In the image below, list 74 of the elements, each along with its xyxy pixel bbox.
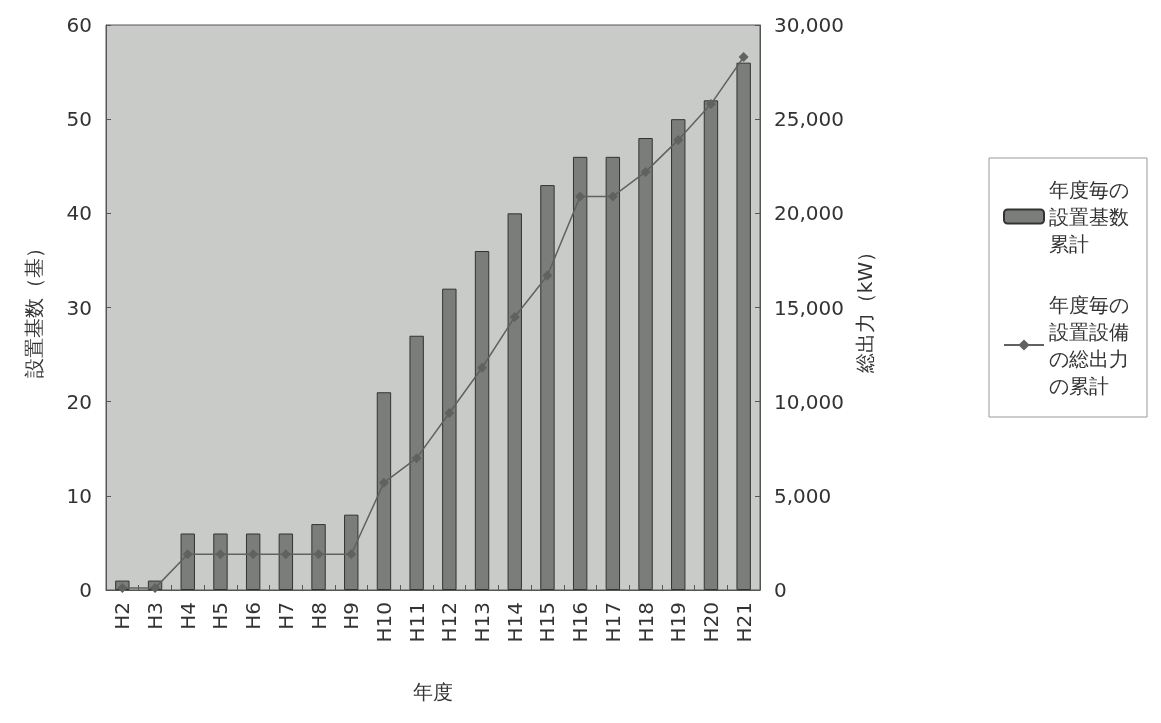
x-tick-label: H17	[600, 602, 625, 643]
x-tick-label: H19	[666, 602, 691, 643]
y2-tick-label: 30,000	[774, 13, 844, 37]
point	[346, 549, 357, 560]
point	[411, 453, 422, 464]
x-tick-label: H9	[339, 602, 364, 630]
point	[444, 407, 455, 418]
x-tick-label: H18	[633, 602, 658, 643]
x-tick-label: H8	[306, 602, 331, 630]
bar	[703, 100, 719, 590]
y2-axis-title: 総出力（kW）	[852, 241, 877, 375]
point	[673, 134, 684, 145]
x-tick-label: H10	[371, 602, 396, 643]
bar	[376, 392, 392, 590]
x-tick-label: H20	[698, 602, 723, 643]
point	[182, 549, 193, 560]
point	[640, 166, 651, 177]
y-tick-label: 10	[66, 483, 92, 508]
y2-tick-label: 25,000	[774, 107, 844, 132]
point	[117, 583, 128, 594]
y-axis-title: 設置基数（基）	[22, 237, 46, 378]
bar	[736, 62, 751, 590]
x-tick-label: H12	[437, 602, 462, 643]
bar	[180, 533, 195, 590]
y-tick-label: 30	[66, 295, 92, 320]
x-tick-label: H7	[273, 602, 298, 630]
x-tick-label: H6	[241, 602, 266, 630]
x-tick-label: H14	[502, 602, 527, 643]
bar	[442, 288, 457, 590]
x-tick-label: H13	[470, 602, 495, 643]
legend-label: 年度毎の設置設備の総出力の累計	[1049, 292, 1129, 398]
x-tick-label: H11	[404, 602, 429, 643]
y2-tick-label: 15,000	[774, 295, 844, 320]
bar	[671, 119, 686, 590]
x-tick-label: H2	[110, 602, 135, 630]
x-axis-title: 年度	[413, 680, 453, 704]
legend-label: 年度毎の設置基数累計	[1049, 177, 1129, 256]
y2-tick-label: 10,000	[774, 389, 844, 414]
x-tick-label: H15	[535, 602, 560, 643]
bar	[245, 533, 261, 590]
bar	[638, 138, 653, 590]
point	[705, 99, 716, 110]
point	[313, 549, 324, 560]
y-tick-label: 0	[79, 578, 92, 602]
bar	[605, 156, 621, 590]
point	[378, 477, 389, 488]
bar	[278, 533, 294, 590]
y2-tick-label: 5,000	[774, 483, 832, 508]
x-tick-label: H5	[208, 602, 233, 630]
x-tick-label: H4	[175, 602, 200, 630]
x-tick-label: H3	[143, 602, 168, 630]
bar	[409, 335, 424, 590]
y-tick-label: 60	[66, 13, 92, 37]
bar	[344, 514, 359, 590]
x-tick-label: H16	[568, 602, 593, 643]
point	[215, 549, 226, 560]
point	[738, 52, 749, 63]
y2-tick-label: 20,000	[774, 201, 844, 226]
y-tick-label: 40	[66, 201, 92, 226]
point	[248, 549, 259, 560]
y-tick-label: 50	[66, 107, 92, 132]
point	[509, 311, 520, 322]
bar	[213, 533, 228, 590]
point	[542, 270, 553, 281]
y-tick-label: 20	[66, 389, 92, 414]
point	[150, 583, 161, 594]
bar	[507, 213, 522, 590]
bar	[474, 251, 490, 590]
y2-tick-label: 0	[774, 578, 787, 602]
bar	[311, 524, 326, 590]
x-tick-label: H21	[731, 602, 756, 643]
point	[477, 362, 488, 373]
bar	[572, 156, 588, 590]
bar	[540, 185, 555, 590]
